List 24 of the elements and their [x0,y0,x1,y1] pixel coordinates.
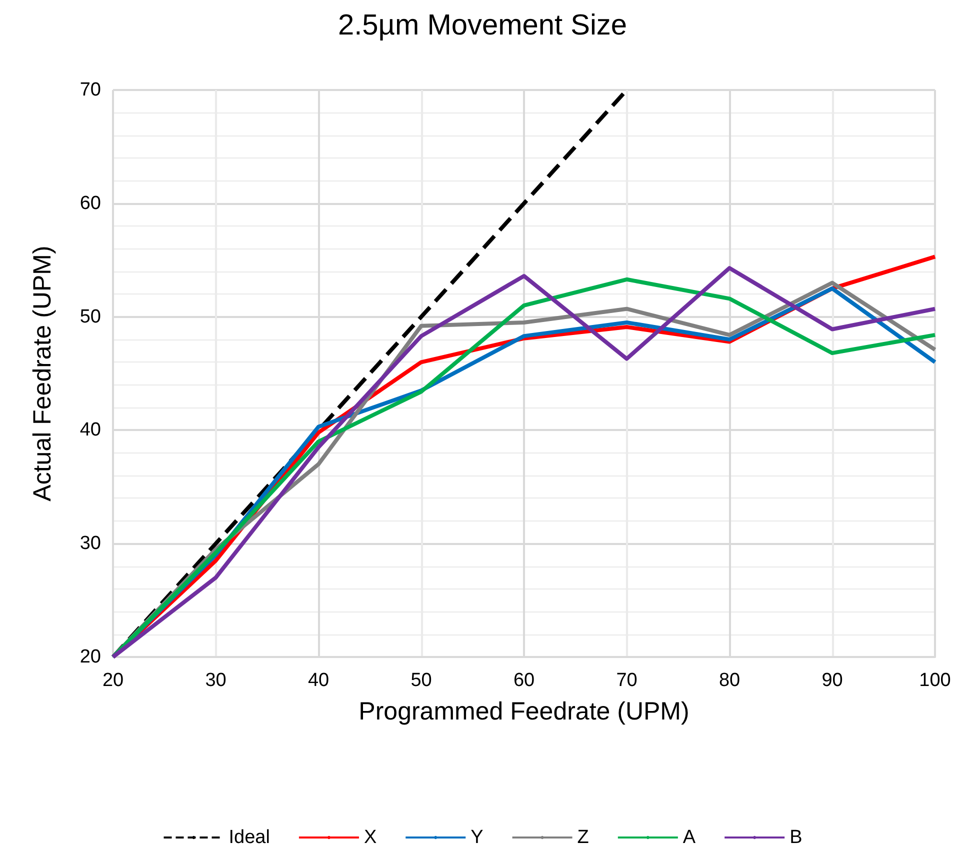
x-tick-label: 90 [822,670,843,691]
x-tick-label: 30 [205,670,226,691]
x-tick-label: 60 [513,670,535,691]
x-tick-label: 40 [308,670,330,691]
x-tick-label: 100 [919,670,951,691]
legend-label: Z [577,827,590,848]
y-tick-label: 30 [80,533,101,554]
legend-label: Ideal [228,827,270,848]
y-tick-label: 50 [80,306,101,328]
y-tick-label: 60 [80,192,101,214]
y-tick-label: 20 [80,646,101,668]
y-axis-title: Actual Feedrate (UPM) [28,246,56,502]
x-tick-label: 70 [616,670,638,691]
legend-label: A [682,827,696,848]
chart-title: 2.5µm Movement Size [338,10,628,42]
y-tick-label: 40 [80,420,101,441]
x-tick-label: 20 [102,670,124,691]
y-tick-label: 70 [80,80,101,100]
legend-label: Y [470,827,484,848]
x-tick-label: 80 [718,670,740,691]
legend-label: B [790,827,802,848]
legend-label: X [364,827,377,848]
x-axis-title: Programmed Feedrate (UPM) [358,698,690,726]
x-tick-label: 50 [410,670,432,691]
